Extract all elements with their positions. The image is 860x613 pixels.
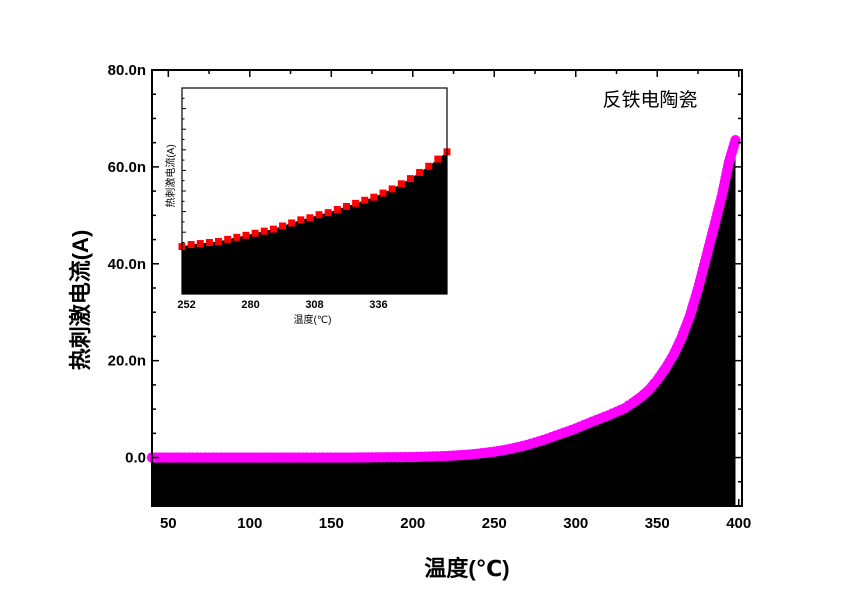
inset-data-point: [333, 206, 341, 214]
main-plot: 50 100 150 200 250 300 350 400 0.0 20.0n 40.0n 60.0…: [68, 62, 751, 581]
inset-data-point: [342, 202, 350, 210]
inset-data-point: [306, 214, 314, 222]
y-tick-label: 20.0n: [108, 353, 146, 370]
inset-data-point: [233, 233, 241, 241]
inset-data-point: [352, 199, 360, 207]
x-tick-label: 200: [400, 515, 425, 532]
x-tick-label: 100: [237, 515, 262, 532]
inset-data-point: [425, 162, 433, 170]
y-axis: 0.0 20.0n 40.0n 60.0n 80.0n: [108, 62, 742, 507]
inset-y-axis: [182, 87, 186, 295]
inset-data-point: [260, 227, 268, 235]
inset-data-point: [361, 196, 369, 204]
y-tick-label: 60.0n: [108, 159, 146, 176]
x-tick-label: 50: [160, 515, 177, 532]
inset-y-axis-title: 热刺激电流(A): [164, 144, 177, 207]
inset-data-point: [406, 175, 414, 183]
inset-x-tick-label: 280: [241, 299, 259, 311]
x-tick-label: 250: [482, 515, 507, 532]
x-tick-label: 350: [645, 515, 670, 532]
x-tick-label: 400: [726, 515, 751, 532]
inset-data-point: [416, 168, 424, 176]
inset-data-point: [242, 231, 250, 239]
inset-x-tick-label: 308: [305, 299, 323, 311]
inset-data-point: [269, 225, 277, 233]
inset-data-point: [297, 216, 305, 224]
main-series-markers: [146, 135, 741, 463]
inset-data-point: [324, 209, 332, 217]
y-tick-label: 40.0n: [108, 256, 146, 273]
inset-data-point: [251, 229, 259, 237]
inset-data-point: [279, 222, 287, 230]
inset-data-point: [187, 241, 195, 249]
inset-data-point: [205, 239, 213, 246]
inset-data-point: [434, 155, 442, 163]
inset-data-point: [397, 180, 405, 188]
x-axis: 50 100 150 200 250 300 350 400: [160, 70, 751, 532]
inset-data-point: [388, 185, 396, 193]
x-tick-label: 300: [563, 515, 588, 532]
y-axis-title: 热刺激电流(A): [68, 230, 93, 371]
inset-data-point: [196, 240, 204, 248]
inset-area-fill: [182, 151, 447, 294]
y-tick-label: 80.0n: [108, 62, 146, 79]
inset-x-axis: 252 280 308 336: [177, 289, 443, 311]
chart-annotation: 反铁电陶瓷: [602, 89, 697, 111]
x-axis-title: 温度(℃): [424, 556, 509, 581]
data-point: [730, 135, 741, 146]
x-tick-label: 150: [319, 515, 344, 532]
inset-data-point: [288, 219, 296, 227]
inset-plot: 252 280 308 336 温度(℃) 热刺激电流(A): [164, 87, 451, 326]
inset-data-point: [224, 235, 232, 243]
y-tick-label: 0.0: [125, 450, 146, 467]
inset-data-point: [370, 193, 378, 201]
inset-x-tick-label: 252: [177, 299, 195, 311]
main-area-fill: [152, 140, 736, 506]
inset-data-point: [215, 237, 223, 245]
inset-data-point: [379, 189, 387, 197]
inset-data-point: [315, 211, 323, 219]
inset-x-axis-title: 温度(℃): [294, 313, 332, 326]
inset-x-tick-label: 336: [369, 299, 387, 311]
inset-series-markers: [178, 148, 451, 251]
